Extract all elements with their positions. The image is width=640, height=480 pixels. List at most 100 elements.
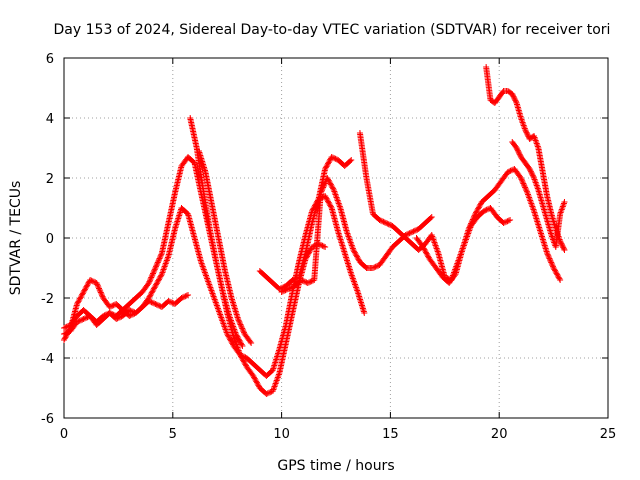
data-point <box>150 287 157 293</box>
data-point <box>321 181 328 188</box>
data-point <box>307 278 314 285</box>
x-tick-label: 0 <box>60 427 68 442</box>
data-point <box>61 325 67 331</box>
data-point <box>78 293 85 299</box>
data-point <box>552 269 559 275</box>
series-arc-4 <box>187 115 246 349</box>
data-point <box>235 335 242 341</box>
data-point <box>475 205 482 212</box>
data-point <box>552 267 559 274</box>
data-point <box>151 300 158 307</box>
data-point <box>325 198 332 205</box>
data-point <box>523 129 530 136</box>
data-point <box>516 150 523 157</box>
data-point <box>405 230 412 237</box>
data-point <box>79 291 86 298</box>
data-point <box>308 278 315 285</box>
data-point <box>102 311 109 318</box>
data-point <box>115 314 122 321</box>
data-point <box>517 175 524 181</box>
data-point <box>477 201 484 208</box>
data-point <box>156 255 163 262</box>
data-point <box>512 98 519 105</box>
x-tick-label: 25 <box>600 427 617 442</box>
data-point <box>468 220 475 227</box>
data-point <box>523 188 530 195</box>
data-point <box>98 290 105 297</box>
data-point <box>96 285 103 292</box>
data-point <box>181 293 188 300</box>
data-point <box>526 166 533 172</box>
data-point <box>504 218 511 225</box>
data-point <box>465 226 472 232</box>
data-point <box>325 199 332 206</box>
data-point <box>63 333 70 339</box>
data-point <box>514 146 521 153</box>
data-point <box>550 265 557 271</box>
data-point <box>451 272 458 279</box>
data-point <box>520 180 527 187</box>
data-point <box>84 282 91 289</box>
data-point <box>560 244 567 251</box>
data-point <box>331 155 338 162</box>
data-point <box>329 154 336 161</box>
y-tick-label: -6 <box>41 412 54 427</box>
y-axis-label: SDTVAR / TECUs <box>8 181 24 296</box>
data-point <box>166 298 173 305</box>
data-point <box>79 316 86 323</box>
data-point <box>286 285 293 292</box>
data-point <box>554 273 561 279</box>
data-point <box>422 249 429 256</box>
data-point <box>283 286 290 293</box>
data-point <box>428 214 435 220</box>
data-point <box>251 374 258 381</box>
data-point <box>423 250 430 257</box>
data-point <box>369 265 376 271</box>
data-point <box>298 277 305 283</box>
data-point <box>100 313 107 319</box>
data-point <box>386 221 393 228</box>
data-point <box>74 301 81 307</box>
data-point <box>146 293 153 300</box>
data-point <box>558 240 565 247</box>
data-point <box>63 331 70 338</box>
data-point <box>547 256 554 263</box>
data-point <box>287 284 294 291</box>
data-point <box>127 312 134 319</box>
series-arc-1 <box>61 154 329 397</box>
data-point <box>473 208 480 215</box>
data-point <box>155 302 162 309</box>
data-point <box>224 332 231 339</box>
data-point <box>289 277 296 283</box>
data-point <box>236 318 243 325</box>
data-point <box>82 285 89 291</box>
data-point <box>247 338 254 345</box>
data-point <box>351 249 358 256</box>
data-point <box>548 260 555 267</box>
data-point <box>148 291 155 297</box>
data-point <box>148 273 155 280</box>
data-point <box>507 217 514 223</box>
data-point <box>227 336 234 343</box>
series-arc-6 <box>256 154 355 292</box>
data-point <box>316 241 323 248</box>
data-point <box>324 175 331 181</box>
data-point <box>347 158 354 164</box>
data-point <box>300 278 307 285</box>
data-point <box>150 269 157 276</box>
data-point <box>383 220 390 226</box>
data-point <box>145 280 152 286</box>
data-point <box>66 327 73 334</box>
data-point <box>151 266 158 273</box>
data-point <box>239 326 246 333</box>
data-point <box>224 331 231 337</box>
data-point <box>117 314 124 321</box>
data-point <box>76 317 83 324</box>
data-point <box>361 310 368 316</box>
data-point <box>380 218 387 225</box>
data-point <box>385 221 392 228</box>
data-point <box>326 158 333 164</box>
data-point <box>130 311 137 318</box>
data-point <box>354 253 361 260</box>
data-point <box>83 283 90 290</box>
